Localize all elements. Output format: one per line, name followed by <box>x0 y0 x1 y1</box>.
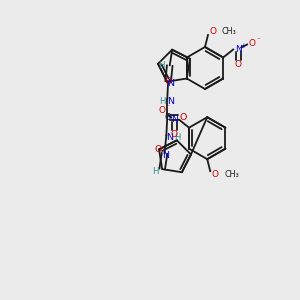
Text: N: N <box>171 115 177 124</box>
Text: N: N <box>162 151 169 160</box>
Text: N: N <box>167 79 174 88</box>
Text: N: N <box>166 133 173 142</box>
Text: O: O <box>154 145 162 154</box>
Text: H: H <box>158 61 165 70</box>
Text: H: H <box>159 97 165 106</box>
Text: +: + <box>166 114 172 120</box>
Text: O: O <box>209 28 217 37</box>
Text: O: O <box>170 130 178 139</box>
Text: H: H <box>152 167 158 176</box>
Text: O: O <box>212 170 219 179</box>
Text: N: N <box>235 45 242 54</box>
Text: N: N <box>167 97 174 106</box>
Text: CH₃: CH₃ <box>224 170 239 179</box>
Text: O: O <box>249 39 256 48</box>
Text: O: O <box>180 113 187 122</box>
Text: O: O <box>164 77 172 86</box>
Text: C: C <box>164 113 170 122</box>
Text: O: O <box>235 60 242 69</box>
Text: H: H <box>174 133 181 142</box>
Text: ⁻: ⁻ <box>256 35 260 44</box>
Text: O: O <box>158 106 166 115</box>
Text: ⁻: ⁻ <box>165 102 169 111</box>
Text: +: + <box>240 43 246 49</box>
Text: CH₃: CH₃ <box>222 26 237 35</box>
